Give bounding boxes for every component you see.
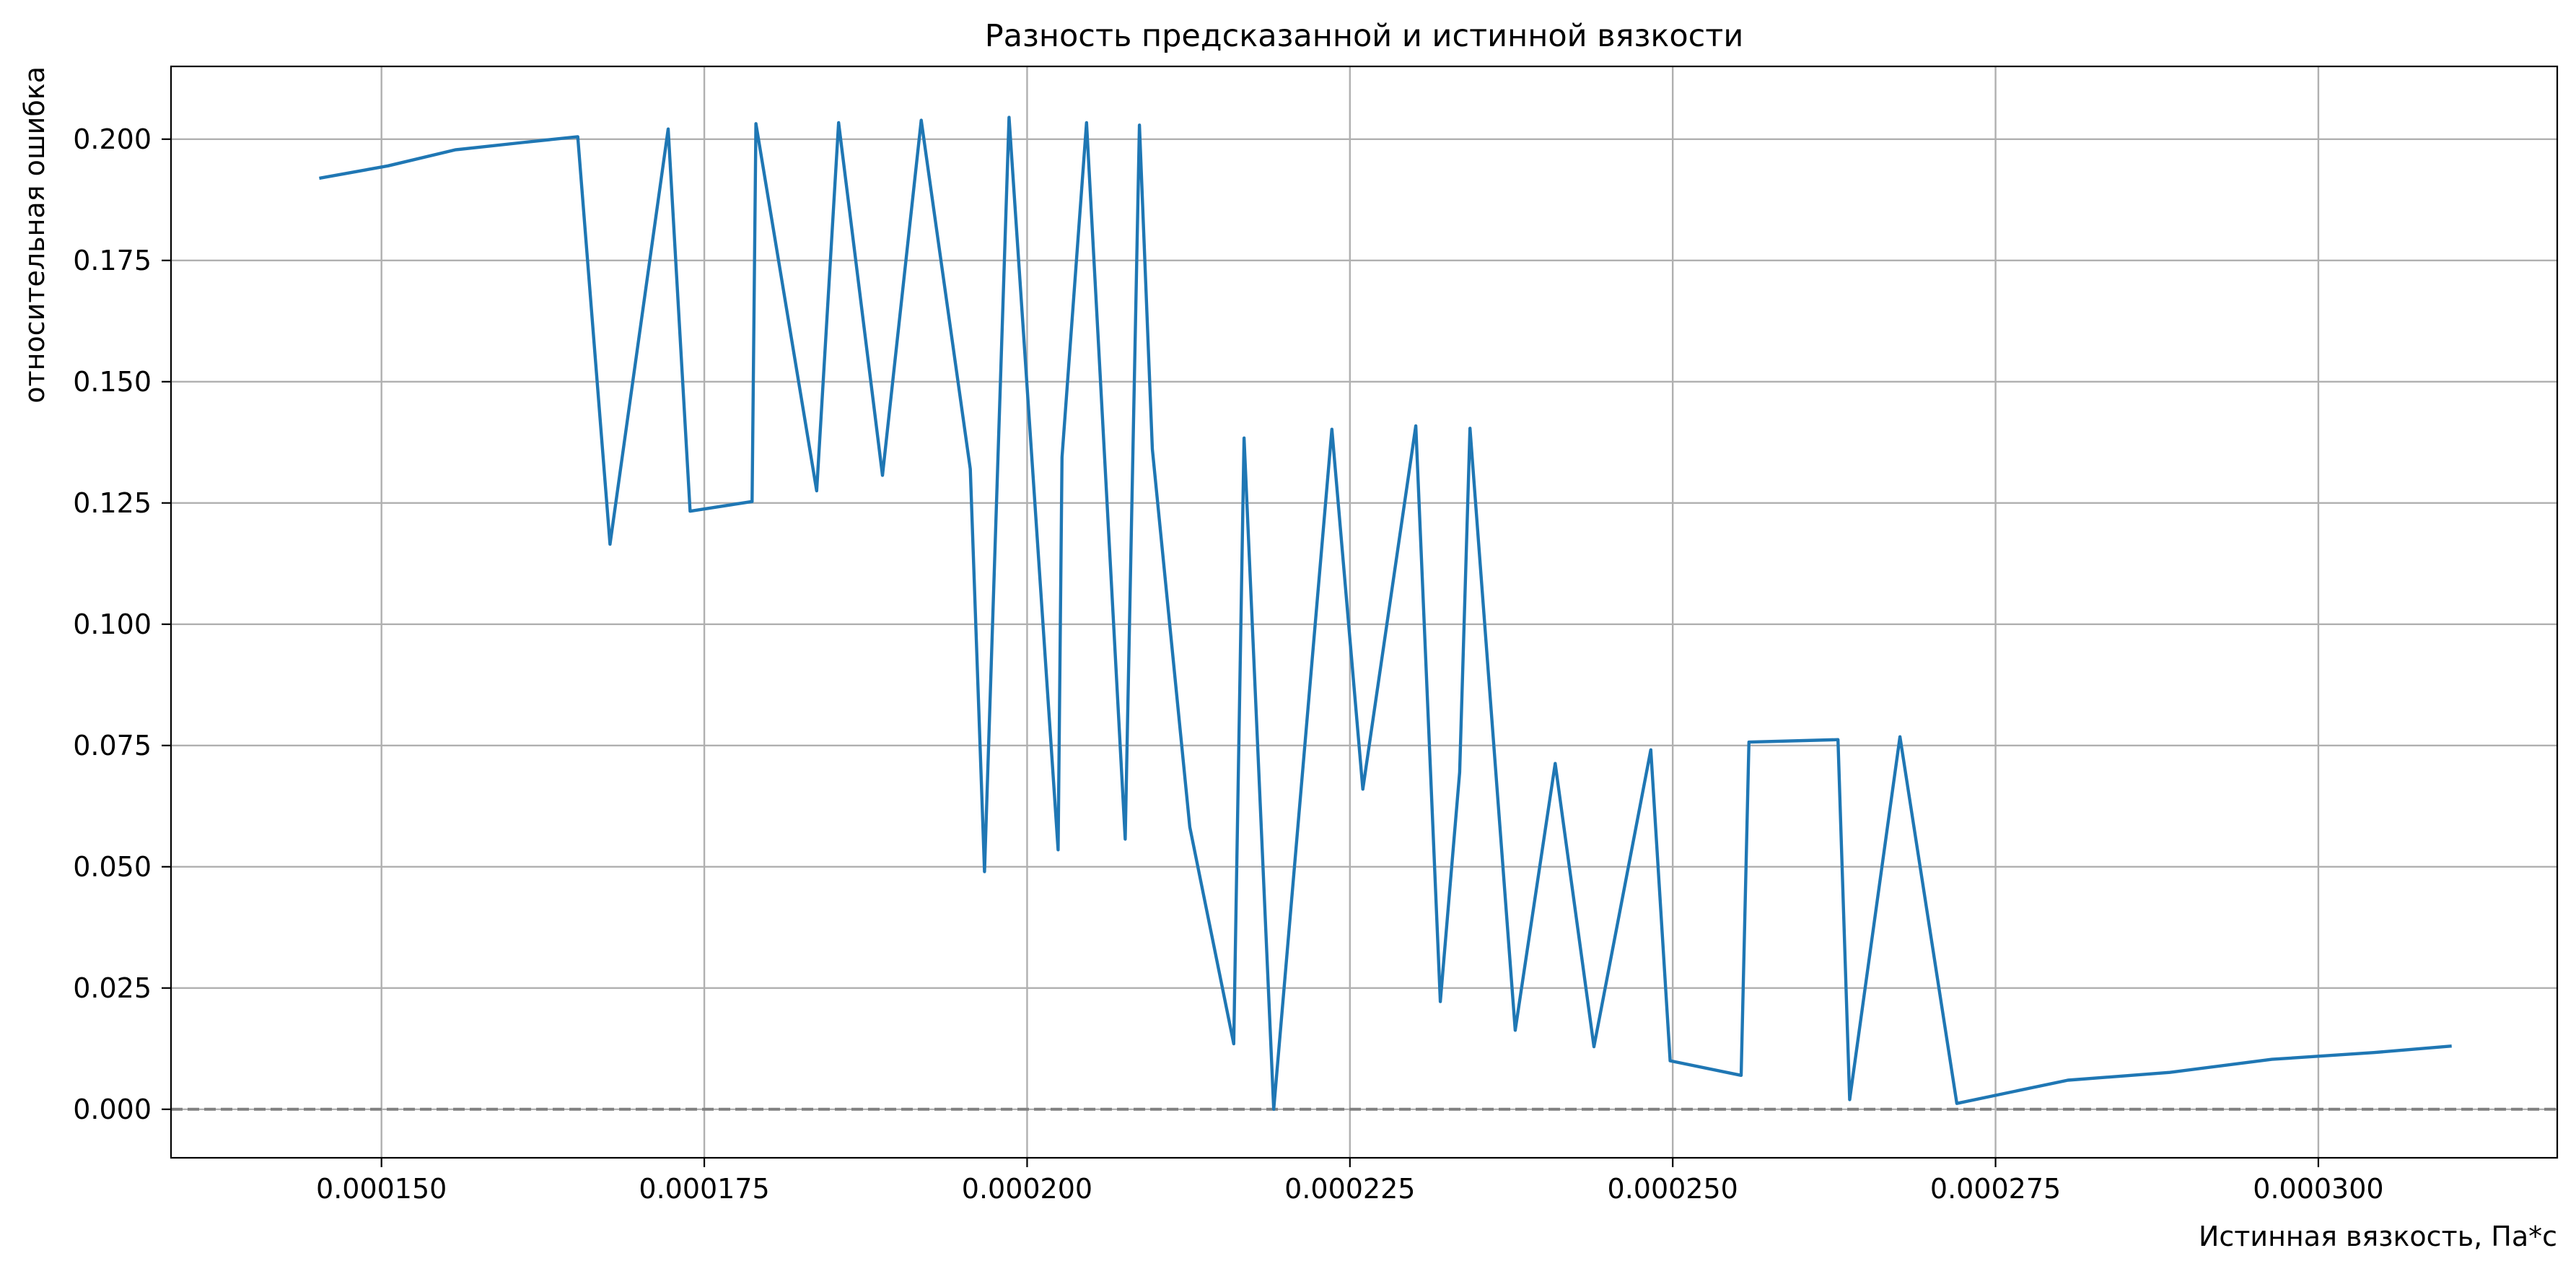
x-tick-label: 0.000200 [962, 1173, 1092, 1205]
y-tick-label: 0.200 [73, 123, 152, 155]
y-tick-label: 0.150 [73, 366, 152, 398]
y-tick-label: 0.050 [73, 851, 152, 883]
series-line [319, 115, 2452, 1112]
x-tick-label: 0.000250 [1608, 1173, 1738, 1205]
x-tick-label: 0.000225 [1284, 1173, 1415, 1205]
x-tick-label: 0.000300 [2253, 1173, 2383, 1205]
y-tick-label: 0.000 [73, 1094, 152, 1125]
axis-ticks: 0.000150 0.000175 0.000200 0.000225 0.000250… [73, 123, 2383, 1205]
y-tick-label: 0.075 [73, 730, 152, 762]
x-tick-label: 0.000150 [316, 1173, 447, 1205]
y-tick-label: 0.125 [73, 487, 152, 519]
grid [171, 66, 2557, 1158]
x-tick-label: 0.000275 [1930, 1173, 2061, 1205]
y-tick-label: 0.025 [73, 972, 152, 1004]
x-tick-label: 0.000175 [639, 1173, 769, 1205]
y-tick-label: 0.175 [73, 245, 152, 276]
plot-frame [170, 65, 2559, 1159]
chart-title: Разность предсказанной и истинной вязкос… [985, 18, 1744, 54]
x-axis-label: Истинная вязкость, Па*с [2199, 1221, 2557, 1252]
y-tick-label: 0.100 [73, 608, 152, 640]
y-axis-label: относительная ошибка [19, 66, 51, 403]
series-layer [319, 115, 2452, 1112]
